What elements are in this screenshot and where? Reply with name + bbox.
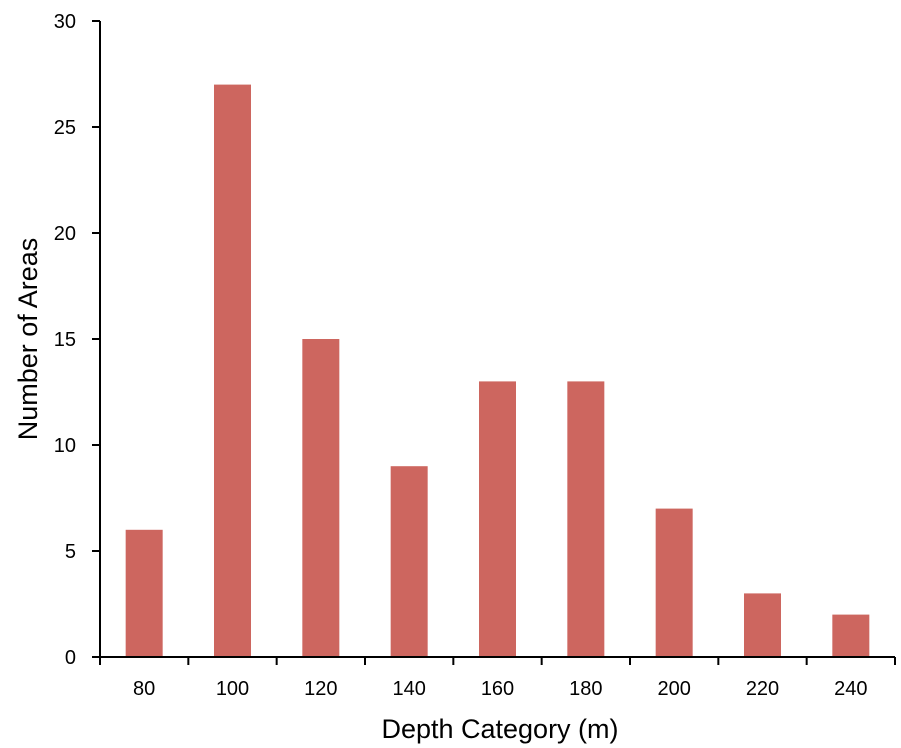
y-tick-label-15: 15 [54,329,76,351]
bar-80 [125,529,163,657]
y-tick-label-25: 25 [54,117,76,139]
x-tick-label-100: 100 [216,678,249,700]
x-tick-label-200: 200 [657,678,690,700]
bar-100 [214,84,251,658]
x-tick-label-240: 240 [834,678,867,700]
x-axis: 80 100 120 140 160 180 200 220 240 [92,656,896,700]
y-tick-label-10: 10 [54,435,76,457]
y-tick-label-0: 0 [65,647,76,669]
y-tick-label-20: 20 [54,223,76,245]
y-axis-title: Number of Areas [13,238,43,441]
x-axis-title: Depth Category (m) [381,714,618,744]
bar-180 [567,381,605,657]
y-tick-label-30: 30 [54,11,76,33]
x-tick-label-220: 220 [746,678,779,700]
bar-140 [390,466,428,657]
y-tick-label-5: 5 [65,541,76,563]
bar-120 [302,339,340,657]
x-tick-label-160: 160 [481,678,514,700]
x-tick-label-140: 140 [392,678,425,700]
bars-group [125,84,870,658]
x-tick-label-120: 120 [304,678,337,700]
bar-200 [655,508,693,657]
bar-160 [479,381,516,657]
bar-220 [744,593,781,657]
x-tick-label-180: 180 [569,678,602,700]
y-axis: 0 5 10 15 20 25 30 [54,11,101,669]
x-tick-label-80: 80 [133,678,155,700]
bar-240 [832,614,870,657]
